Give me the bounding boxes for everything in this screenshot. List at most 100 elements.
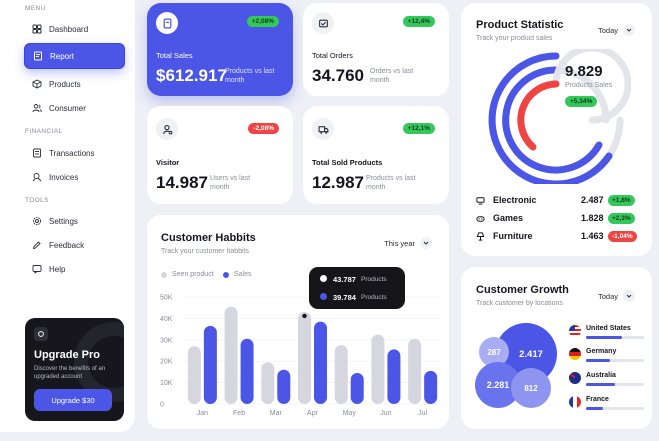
box-icon [32,79,42,89]
radial-chart [488,49,631,184]
truck-icon [312,118,334,140]
arc-games [502,66,603,174]
help-icon [32,265,42,274]
sidebar-item-label: Dashboard [49,24,89,34]
bar-sales-jan[interactable] [203,325,217,404]
sidebar-item-settings[interactable]: Settings [24,209,125,233]
x-tick-label: Mar [270,410,283,417]
bar-seen-may[interactable] [334,345,348,404]
upgrade-button[interactable]: Upgrade $30 [34,389,112,411]
product-change-badge: -1,04% [608,230,637,242]
stat-value: 12.987 [312,173,364,192]
section-menu-label: MENU [25,5,46,12]
card-title: Customer Habbits [161,232,256,244]
product-statistic-card: Product Statistic Track your product sal… [461,3,652,256]
bar-seen-feb[interactable] [224,306,238,404]
change-badge: -2,08% [248,123,279,134]
product-change-badge: +1,8% [608,194,635,206]
product-value: 1.828 [581,213,604,223]
sidebar-item-help[interactable]: Help [24,257,125,281]
sidebar-item-label: Invoices [49,172,79,182]
invoice-icon [32,173,42,182]
period-select[interactable]: Today [598,24,635,36]
bar-sales-feb[interactable] [240,338,254,404]
bar-seen-jan[interactable] [187,346,201,404]
germany-flag-icon [569,348,581,360]
customer-habits-card: Customer Habbits Track your customer hab… [147,215,449,429]
report-icon [34,51,42,61]
total-change-badge: +5,34% [565,96,598,107]
bar-sales-may[interactable] [350,372,364,404]
total-sold-card: +12,1% Total Sold Products 12.987 Produc… [303,106,449,204]
sales-doc-icon [156,12,178,34]
country-progress [586,336,644,339]
us-flag-icon [569,325,581,337]
change-badge: +12,4% [402,16,435,27]
bar-seen-jun[interactable] [371,334,385,404]
sidebar-item-products[interactable]: Products [24,72,125,96]
country-name: United States [586,325,631,332]
feedback-icon [32,241,41,250]
upgrade-title: Upgrade Pro [34,349,101,361]
legend-label: Seen product [172,271,214,278]
bar-sales-apr[interactable] [314,321,327,404]
stat-value: $612.917 [156,66,227,85]
y-tick-label: 20K [160,359,173,366]
chevron-down-icon [623,290,635,302]
sidebar-item-dashboard[interactable]: Dashboard [24,17,125,41]
country-progress [586,359,644,362]
chevron-down-icon [623,24,635,36]
australia-flag-icon [569,372,581,384]
total-product-label: Products Sales [565,82,613,89]
stat-subtext: Orders vs last month [370,68,414,84]
country-progress [586,383,644,386]
x-tick-label: May [343,410,357,417]
sidebar-item-consumer[interactable]: Consumer [24,96,125,120]
sidebar-item-label: Consumer [49,103,86,113]
sidebar-item-label: Transactions [49,148,95,158]
product-change-badge: +2,3% [608,212,635,224]
bar-seen-apr[interactable] [298,311,311,404]
section-tools-label: TOOLS [25,197,49,204]
sidebar-item-report[interactable]: Report [24,43,125,69]
x-tick-label: Jan [197,410,208,417]
x-tick-label: Jun [380,410,391,417]
legend-swatch [161,271,167,278]
country-name: France [586,396,609,403]
change-badge: +12,1% [402,123,435,134]
hover-marker [302,313,307,319]
stat-subtext: Products vs last month [366,175,416,191]
progress-fill [586,336,622,339]
progress-fill [586,359,611,362]
progress-fill [586,383,615,386]
legend-seen: Seen product [161,271,214,278]
total-sales-card: +2,08% Total Sales $612.917 Products vs … [147,3,293,96]
legend-swatch [223,271,229,278]
lamp-icon [476,231,485,241]
sidebar-item-label: Settings [49,216,78,226]
bar-sales-jun[interactable] [387,349,401,404]
upgrade-card: Upgrade Pro Discover the benefits of an … [25,318,124,421]
bar-sales-mar[interactable] [277,369,291,404]
france-flag-icon [569,396,581,408]
country-progress [586,407,644,410]
arc-furniture-track [552,49,631,124]
bar-seen-jul[interactable] [408,338,422,404]
y-tick-label: 50K [160,295,173,302]
stat-value: 34.760 [312,66,364,85]
total-orders-card: +12,4% Total Orders 34.760 Orders vs las… [303,3,449,96]
bar-seen-mar[interactable] [261,362,275,404]
gamepad-icon [476,215,485,222]
sidebar-item-transactions[interactable]: Transactions [24,141,125,165]
electronic-icon [476,196,485,205]
period-select[interactable]: This year [384,237,432,249]
sidebar-item-label: Report [50,51,75,61]
product-row-furniture: Furniture 1.463 -1,04% [476,229,637,243]
chart-tooltip: 43.787 Products 39.784 Products [309,267,405,309]
sidebar-item-label: Products [49,79,81,89]
period-select[interactable]: Today [598,290,635,302]
sidebar-item-invoices[interactable]: Invoices [24,165,125,189]
country-name: Australia [586,372,616,379]
bar-sales-jul[interactable] [424,370,438,404]
sidebar-item-feedback[interactable]: Feedback [24,233,125,257]
